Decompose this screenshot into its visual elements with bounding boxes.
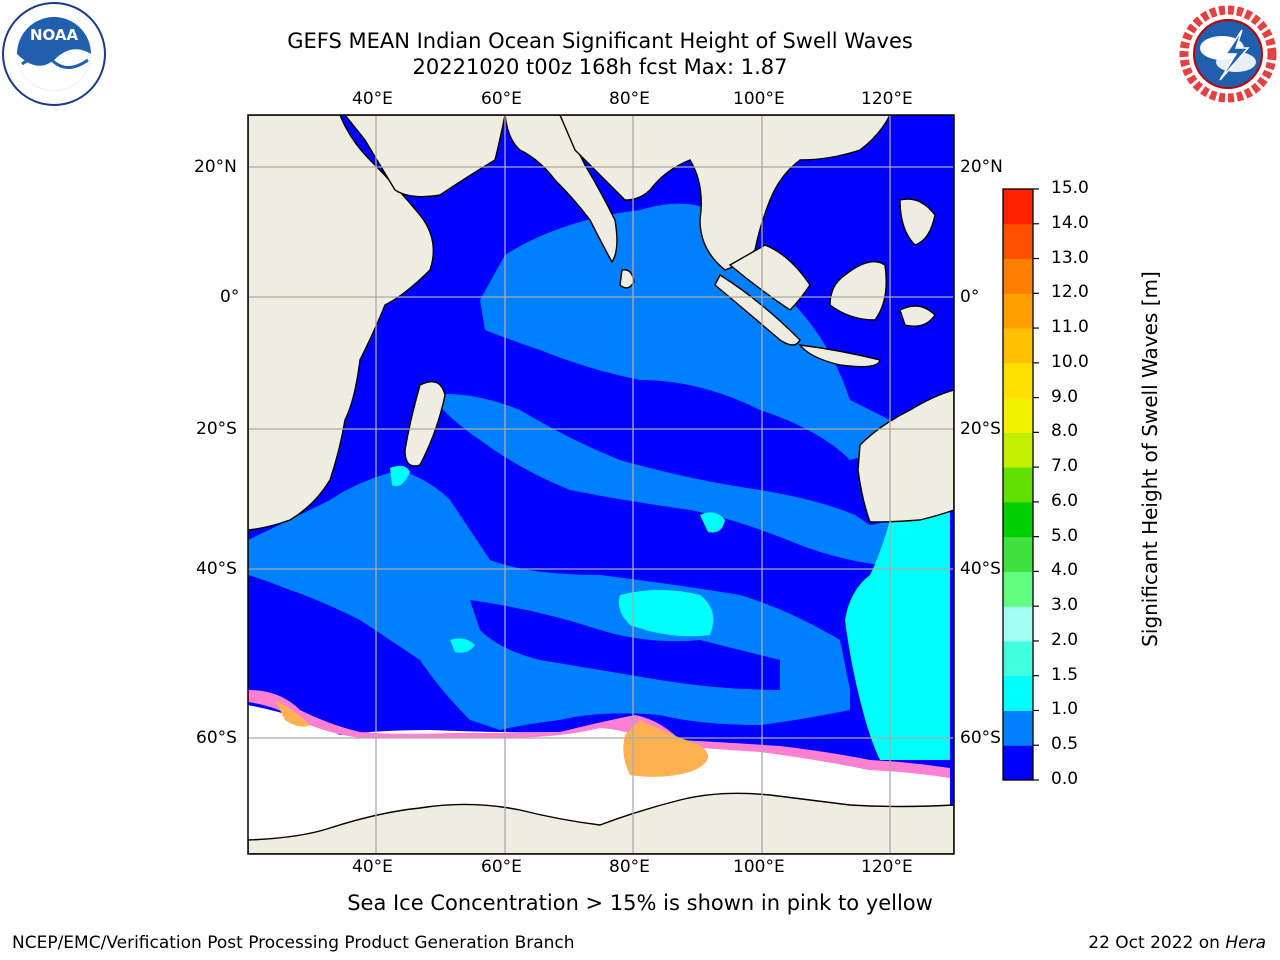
land-masses xyxy=(248,115,954,854)
lon-tick-bottom-100e: 100°E xyxy=(733,857,785,877)
colorbar-title-text: Significant Height of Swell Waves [m] xyxy=(1138,271,1162,647)
lat-tick-left-20n: 20°N xyxy=(194,157,237,177)
colorbar xyxy=(1003,188,1039,781)
lat-tick-right-40s: 40°S xyxy=(960,559,1001,579)
colorbar-segment xyxy=(1003,536,1033,572)
colorbar-segment xyxy=(1003,467,1033,503)
colorbar-segment xyxy=(1003,258,1033,294)
colorbar-tick-label: 12.0 xyxy=(1051,282,1089,303)
lat-tick-right-20n: 20°N xyxy=(960,157,1003,177)
colorbar-tick-label: 8.0 xyxy=(1051,421,1079,442)
colorbar-segment xyxy=(1003,606,1033,642)
colorbar-segment xyxy=(1003,189,1033,225)
colorbar-tick-label: 13.0 xyxy=(1051,247,1089,268)
noaa-logo: NOAA xyxy=(2,2,106,106)
lon-tick-top-60e: 60°E xyxy=(481,89,522,109)
colorbar-tick-label: 15.0 xyxy=(1051,178,1089,198)
lon-tick-top-100e: 100°E xyxy=(733,89,785,109)
lon-tick-bottom-60e: 60°E xyxy=(481,857,522,877)
colorbar-tick-label: 0.0 xyxy=(1051,769,1079,789)
colorbar-tick-label: 5.0 xyxy=(1051,525,1079,546)
lon-tick-bottom-40e: 40°E xyxy=(352,857,393,877)
lat-tick-right-0: 0° xyxy=(960,287,980,307)
colorbar-segment xyxy=(1003,640,1033,677)
colorbar-tick-label: 11.0 xyxy=(1051,317,1089,338)
colorbar-tick-label: 2.0 xyxy=(1051,629,1079,650)
graticule xyxy=(248,115,954,854)
colorbar-segment xyxy=(1003,223,1033,260)
colorbar-tick-label: 9.0 xyxy=(1051,386,1079,407)
colorbar-segment xyxy=(1003,328,1033,364)
noaa-logo-text: NOAA xyxy=(30,26,79,44)
map-subtitle: 20221020 t00z 168h fcst Max: 1.87 xyxy=(412,55,788,79)
colorbar-tick-label: 6.0 xyxy=(1051,490,1079,511)
colorbar-tick-label: 1.5 xyxy=(1051,664,1079,685)
colorbar-segment xyxy=(1003,675,1033,711)
colorbar-segment xyxy=(1003,432,1033,468)
lon-tick-top-120e: 120°E xyxy=(861,89,913,109)
colorbar-segment xyxy=(1003,362,1033,399)
lat-tick-right-60s: 60°S xyxy=(960,728,1001,748)
footer-credit: NCEP/EMC/Verification Post Processing Pr… xyxy=(12,933,575,953)
lat-tick-left-40s: 40°S xyxy=(196,559,237,579)
colorbar-tick-label: 3.0 xyxy=(1051,595,1079,616)
lat-tick-left-60s: 60°S xyxy=(196,728,237,748)
colorbar-segment xyxy=(1003,710,1033,746)
colorbar-segment xyxy=(1003,293,1033,329)
colorbar-tick-label: 10.0 xyxy=(1051,351,1089,372)
colorbar-tick-label: 14.0 xyxy=(1051,212,1089,233)
lat-tick-right-20s: 20°S xyxy=(960,419,1001,439)
footer-date-text: 22 Oct 2022 on xyxy=(1088,933,1226,953)
colorbar-segment xyxy=(1003,745,1033,781)
map-title: GEFS MEAN Indian Ocean Significant Heigh… xyxy=(287,29,913,53)
lat-tick-left-0: 0° xyxy=(220,287,240,307)
lon-tick-bottom-120e: 120°E xyxy=(861,857,913,877)
sea-ice-note: Sea Ice Concentration > 15% is shown in … xyxy=(347,891,933,915)
colorbar-frame xyxy=(1002,188,1034,781)
colorbar-tick-label: 4.0 xyxy=(1051,560,1079,581)
colorbar-segment xyxy=(1003,571,1033,607)
nws-logo xyxy=(1176,2,1280,106)
footer-date: 22 Oct 2022 on Hera xyxy=(1088,933,1266,953)
colorbar-segment xyxy=(1003,501,1033,538)
lon-tick-top-80e: 80°E xyxy=(609,89,650,109)
map-field xyxy=(248,115,954,854)
footer-host: Hera xyxy=(1225,933,1266,953)
colorbar-tick-label: 1.0 xyxy=(1051,699,1079,720)
lat-tick-left-20s: 20°S xyxy=(196,419,237,439)
lon-tick-bottom-80e: 80°E xyxy=(609,857,650,877)
colorbar-segment xyxy=(1003,397,1033,433)
map-frame xyxy=(247,114,955,855)
colorbar-tick-label: 7.0 xyxy=(1051,456,1079,477)
lon-tick-top-40e: 40°E xyxy=(352,89,393,109)
colorbar-tick-label: 0.5 xyxy=(1051,734,1079,755)
